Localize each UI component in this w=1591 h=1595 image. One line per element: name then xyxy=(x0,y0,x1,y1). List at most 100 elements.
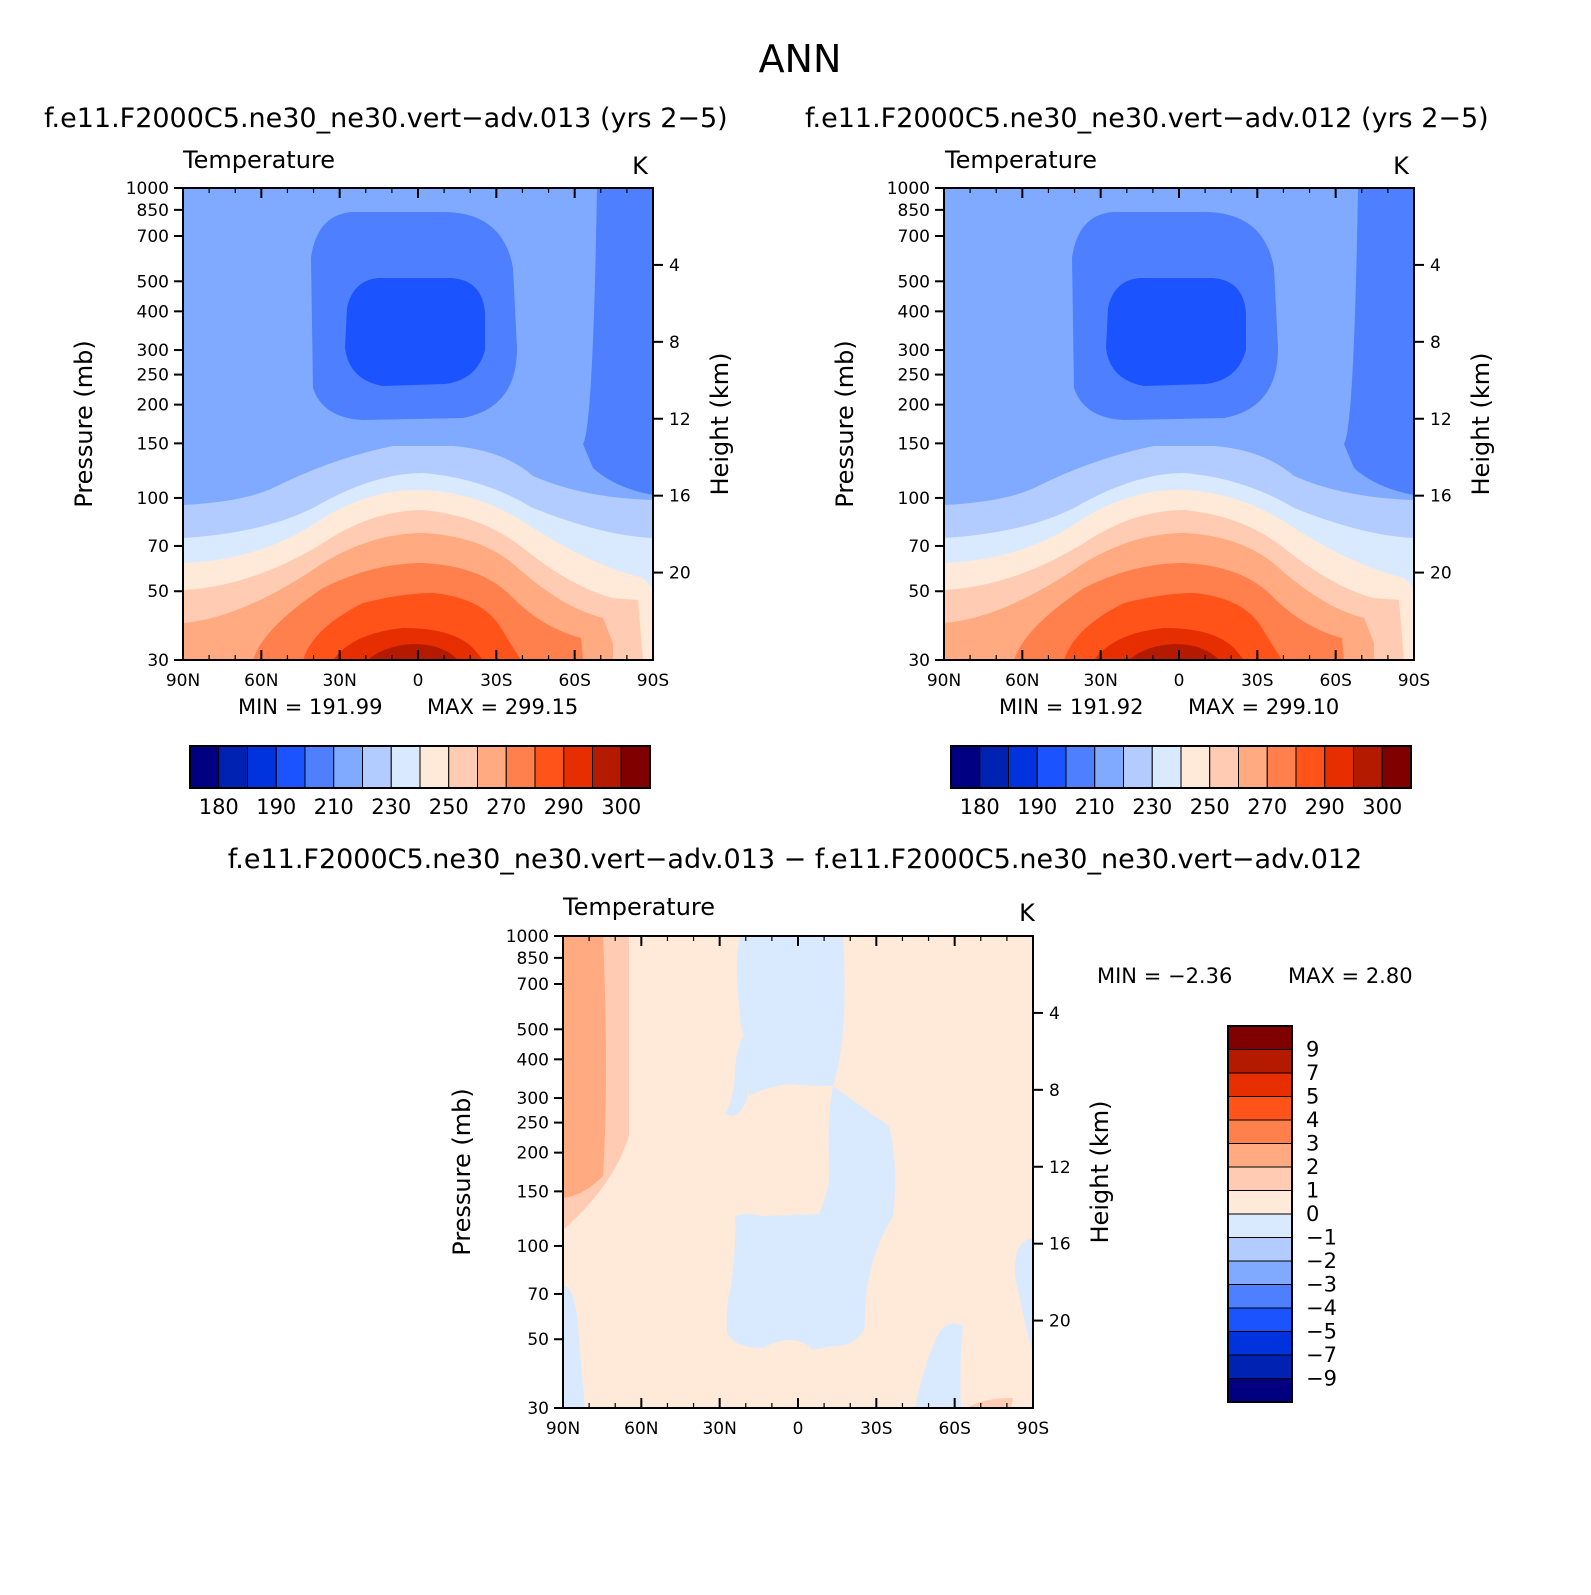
panel-2-colorbar-swatch xyxy=(1008,745,1038,789)
panel-3: f.e11.F2000C5.ne30_ne30.vert−adv.013 − f… xyxy=(228,844,1413,1439)
panel-1-ytick-label: 300 xyxy=(137,341,169,361)
panel-3-colorbar-swatch xyxy=(1227,1166,1293,1191)
panel-3-xtick-label: 90N xyxy=(546,1419,580,1439)
panel-1-ytick-label: 200 xyxy=(137,396,169,416)
panel-2-ytick-right-label: 12 xyxy=(1430,410,1452,430)
panel-2-ytick-label: 850 xyxy=(898,201,930,221)
panel-3-ytick-label: 1000 xyxy=(506,927,549,947)
panel-1-colorbar-swatch xyxy=(218,745,248,789)
panel-2-colorbar-label: 270 xyxy=(1247,795,1287,819)
panel-1: f.e11.F2000C5.ne30_ne30.vert−adv.013 (yr… xyxy=(44,103,734,819)
panel-3-ytick-label: 150 xyxy=(517,1182,549,1202)
panel-1-band-298 xyxy=(368,644,458,660)
panel-1-ytick-label: 700 xyxy=(137,227,169,247)
panel-2-colorbar: 180 190 210 230 250 270 290 300 xyxy=(950,745,1412,819)
panel-3-band-neg-1-0-south xyxy=(915,1323,963,1408)
panel-2-band-210-east xyxy=(1344,188,1414,495)
panel-2-colorbar-swatch xyxy=(1180,745,1211,789)
panel-2-xtick-label: 0 xyxy=(1174,671,1185,691)
panel-2-units-label: K xyxy=(1393,152,1410,180)
panel-3-min-label: MIN = −2.36 xyxy=(1097,964,1232,988)
panel-1-colorbar-label: 250 xyxy=(429,795,469,819)
panel-1-colorbar-swatch xyxy=(189,745,220,789)
panel-2-title: f.e11.F2000C5.ne30_ne30.vert−adv.012 (yr… xyxy=(805,103,1489,134)
panel-3-colorbar-label: 3 xyxy=(1306,1132,1319,1156)
panel-3-xtick-label: 0 xyxy=(793,1419,804,1439)
panel-2: f.e11.F2000C5.ne30_ne30.vert−adv.012 (yr… xyxy=(805,103,1495,819)
panel-2-variable-label: Temperature xyxy=(944,146,1097,174)
panel-3-ylabel-right: Height (km) xyxy=(1086,1101,1114,1244)
panel-1-band-210-east xyxy=(583,188,653,495)
panel-1-colorbar-frame xyxy=(189,745,651,789)
panel-1-colorbar-swatch xyxy=(304,745,335,789)
panel-2-colorbar-swatch xyxy=(1266,745,1297,789)
panel-1-ytick-label: 70 xyxy=(147,537,169,557)
panel-2-max-label: MAX = 299.10 xyxy=(1188,695,1339,719)
panel-3-band-2-3 xyxy=(563,936,606,1198)
panel-2-plot xyxy=(943,187,1415,661)
panel-1-ylabel: Pressure (mb) xyxy=(70,340,98,507)
panel-2-colorbar-label: 190 xyxy=(1017,795,1057,819)
panel-3-plot xyxy=(562,935,1034,1409)
panel-3-colorbar-label: 7 xyxy=(1306,1061,1319,1085)
panel-3-xtick-label: 60S xyxy=(938,1419,970,1439)
panel-1-max-label: MAX = 299.15 xyxy=(427,695,578,719)
panel-1-colorbar-swatch xyxy=(390,745,421,789)
panel-3-colorbar-label: 4 xyxy=(1306,1108,1319,1132)
panel-3-ytick-right-label: 16 xyxy=(1049,1235,1071,1255)
panel-2-band-298 xyxy=(1129,644,1219,660)
panel-2-min-label: MIN = 191.92 xyxy=(999,695,1143,719)
panel-3-colorbar-label: −5 xyxy=(1306,1320,1337,1344)
panel-1-xtick-label: 0 xyxy=(413,671,424,691)
panel-1-colorbar-swatch xyxy=(620,745,651,789)
panel-3-ytick-label: 250 xyxy=(517,1114,549,1134)
panel-1-units-label: K xyxy=(632,152,649,180)
panel-1-min-label: MIN = 191.99 xyxy=(238,695,382,719)
panel-3-colorbar-swatch xyxy=(1227,1190,1293,1215)
panel-2-colorbar-swatch xyxy=(1295,745,1326,789)
panel-3-colorbar-label: 5 xyxy=(1306,1085,1319,1109)
panel-3-band-neg-1-0-pole xyxy=(1014,1238,1033,1356)
panel-2-ytick-label: 300 xyxy=(898,341,930,361)
panel-1-colorbar-label: 290 xyxy=(544,795,584,819)
panel-2-ytick-label: 70 xyxy=(908,537,930,557)
panel-3-band-neg-1-0-blob xyxy=(725,1036,750,1116)
panel-3-axes: 90N 60N 30N 0 30S 60S 90S 30 50 70 100 150 200 250 300… xyxy=(506,927,1071,1439)
panel-3-xtick-label: 30S xyxy=(860,1419,892,1439)
panel-3-colorbar-label: 2 xyxy=(1306,1155,1319,1179)
panel-2-xtick-label: 90S xyxy=(1398,671,1430,691)
panel-3-colorbar-swatch xyxy=(1227,1260,1293,1285)
panel-2-colorbar-swatch xyxy=(1151,745,1182,789)
panel-3-units-label: K xyxy=(1019,899,1036,927)
panel-3-colorbar-label: −9 xyxy=(1306,1367,1337,1391)
panel-3-colorbar-swatch xyxy=(1227,1025,1293,1050)
panel-3-ytick-right-label: 20 xyxy=(1049,1312,1071,1332)
panel-3-ytick-label: 400 xyxy=(517,1050,549,1070)
panel-2-ylabel: Pressure (mb) xyxy=(831,340,859,507)
panel-3-ytick-label: 700 xyxy=(517,975,549,995)
panel-3-colorbar-swatch xyxy=(1227,1096,1293,1121)
panel-3-ytick-label: 500 xyxy=(517,1020,549,1040)
panel-3-ytick-label: 200 xyxy=(517,1144,549,1164)
panel-3-ytick-label: 30 xyxy=(527,1399,549,1419)
panel-3-band-neg-1-0-central xyxy=(726,936,896,1350)
panel-2-ytick-right-label: 4 xyxy=(1430,256,1441,276)
panel-1-axes: 90N 60N 30N 0 30S 60S 90S 30 50 70 100 150 200 250 300… xyxy=(126,179,691,691)
panel-1-colorbar-swatch xyxy=(448,745,478,789)
panel-3-max-label: MAX = 2.80 xyxy=(1288,964,1413,988)
panel-1-ytick-label: 850 xyxy=(137,201,169,221)
panel-2-xtick-label: 30S xyxy=(1241,671,1273,691)
panel-2-colorbar-swatch xyxy=(950,745,981,789)
panel-3-colorbar-frame xyxy=(1227,1025,1293,1403)
panel-3-colorbar-swatch xyxy=(1227,1213,1293,1238)
panel-2-colorbar-swatch xyxy=(1324,745,1354,789)
panel-1-colorbar-swatch xyxy=(419,745,450,789)
panel-3-variable-label: Temperature xyxy=(562,893,715,921)
panel-2-ytick-label: 500 xyxy=(898,272,930,292)
panel-1-plot xyxy=(182,187,654,661)
panel-3-colorbar-swatch xyxy=(1227,1307,1293,1332)
panel-3-colorbar-label: −4 xyxy=(1306,1296,1337,1320)
panel-1-band-200-core xyxy=(345,278,485,386)
panel-1-variable-label: Temperature xyxy=(182,146,335,174)
